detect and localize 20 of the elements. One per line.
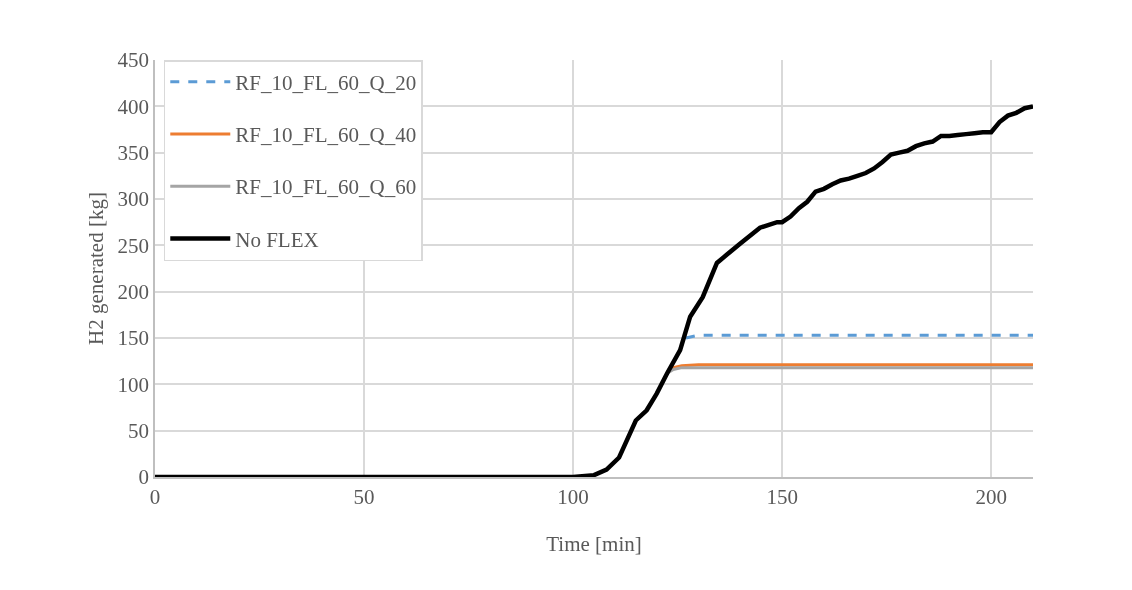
y-tick-label: 400 [117,94,150,119]
y-tick-label: 250 [117,233,150,258]
x-axis-title: Time [min] [546,531,642,556]
x-tick-label: 150 [766,484,798,509]
y-tick-label: 350 [117,141,150,166]
y-tick-label: 0 [138,465,150,490]
legend-label: No FLEX [235,227,319,252]
y-tick-label: 200 [117,280,150,305]
y-tick-label: 150 [117,326,150,351]
x-tick-label: 100 [557,484,589,509]
y-tick-label: 50 [128,419,150,444]
x-tick-label: 50 [353,484,375,509]
legend-label: RF_10_FL_60_Q_60 [235,175,417,200]
y-tick-label: 450 [117,48,150,73]
legend-label: RF_10_FL_60_Q_20 [235,70,417,95]
y-tick-label: 100 [117,372,150,397]
y-axis-title: H2 generated [kg] [83,192,108,345]
legend-label: RF_10_FL_60_Q_40 [235,123,417,148]
x-tick-label: 200 [975,484,1007,509]
y-tick-label: 300 [117,187,150,212]
